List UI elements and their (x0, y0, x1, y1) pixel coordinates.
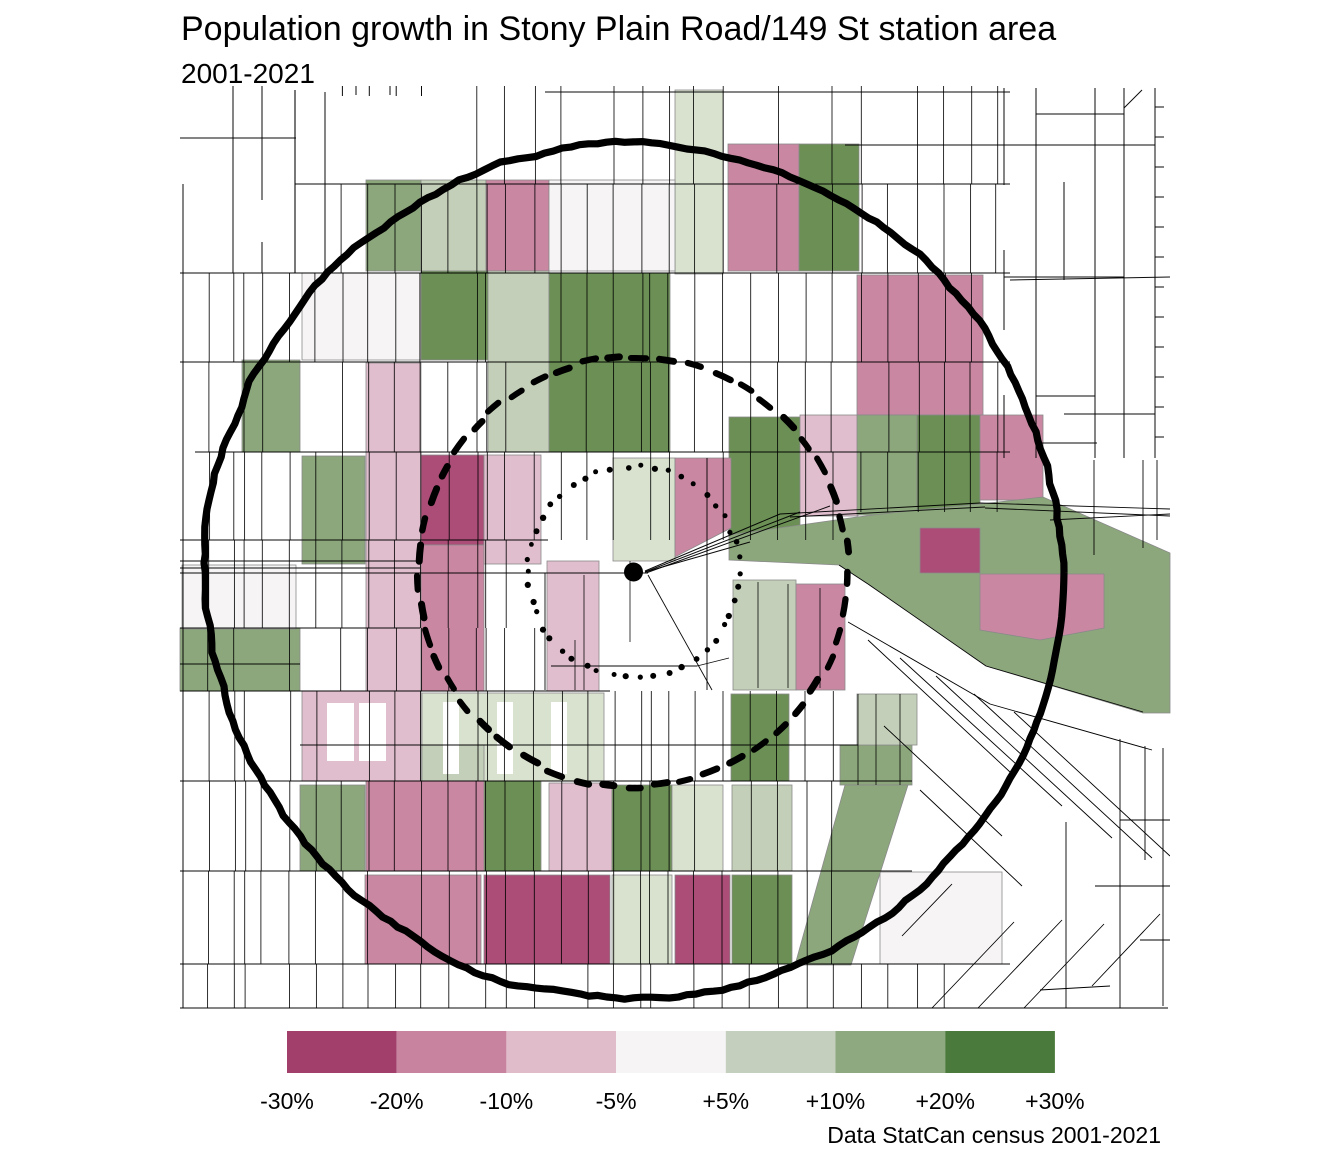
svg-text:+10%: +10% (806, 1088, 865, 1114)
svg-text:+20%: +20% (915, 1088, 974, 1114)
svg-text:-10%: -10% (480, 1088, 534, 1114)
svg-text:Data StatCan census 2001-2021: Data StatCan census 2001-2021 (827, 1122, 1161, 1148)
svg-text:-20%: -20% (370, 1088, 424, 1114)
svg-text:2001-2021: 2001-2021 (181, 58, 315, 89)
svg-text:-5%: -5% (596, 1088, 637, 1114)
svg-text:+30%: +30% (1025, 1088, 1084, 1114)
svg-text:+5%: +5% (702, 1088, 749, 1114)
svg-text:Population growth in Stony Pla: Population growth in Stony Plain Road/14… (181, 10, 1056, 48)
svg-text:-30%: -30% (260, 1088, 314, 1114)
